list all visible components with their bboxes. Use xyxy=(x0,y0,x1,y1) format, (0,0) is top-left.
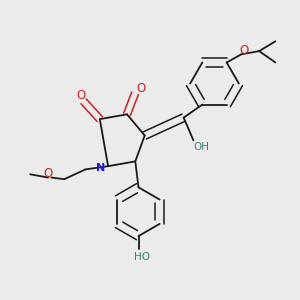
Text: HO: HO xyxy=(134,252,150,262)
Text: O: O xyxy=(239,44,248,57)
Text: O: O xyxy=(44,167,53,180)
Text: OH: OH xyxy=(194,142,209,152)
Text: O: O xyxy=(136,82,146,95)
Text: O: O xyxy=(76,89,85,102)
Text: N: N xyxy=(96,163,106,173)
